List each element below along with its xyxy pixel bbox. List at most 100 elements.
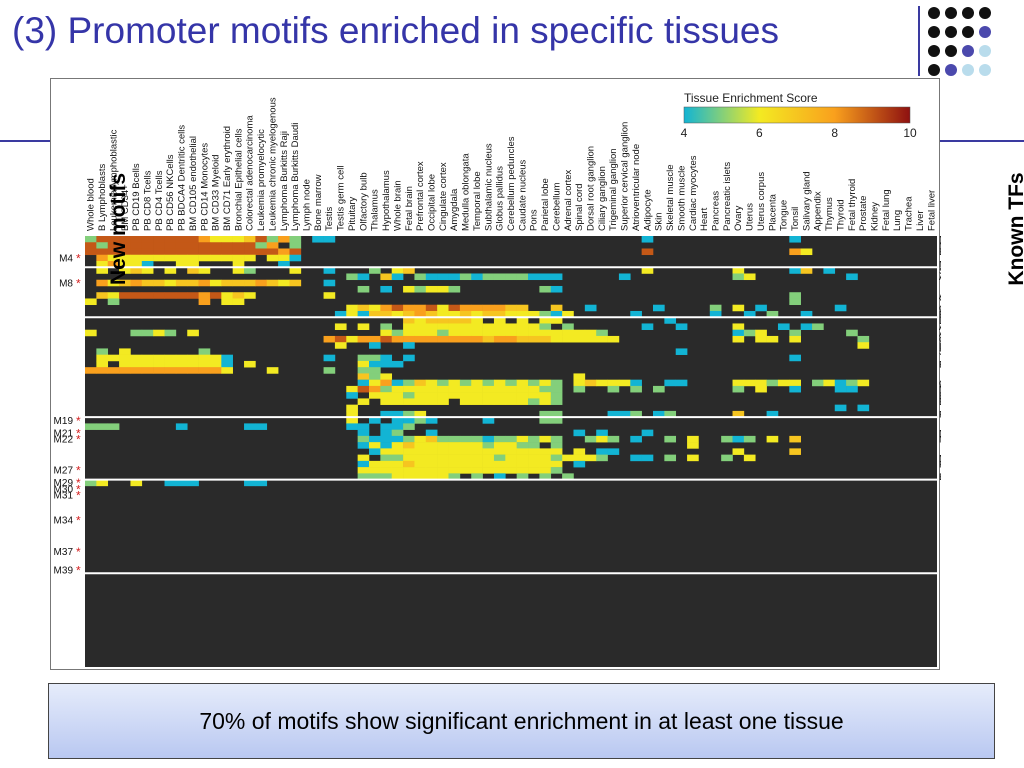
tissue-label: Thyroid [835, 199, 846, 231]
heatmap-cell [539, 329, 552, 337]
heatmap-cell [164, 360, 177, 368]
heatmap-cell [755, 329, 767, 337]
heatmap-cell [573, 335, 586, 343]
heatmap-cell [403, 385, 415, 393]
known-tf-label: MAZ [939, 385, 941, 396]
heatmap-cell [539, 467, 552, 474]
heatmap-cell [437, 379, 449, 387]
heatmap-cell [743, 273, 756, 281]
tissue-label: Dorsal root ganglion [586, 146, 597, 231]
tissue-label: Uterus [745, 203, 756, 231]
heatmap-cell [391, 429, 404, 437]
tissue-label: Ovary [733, 205, 744, 231]
heatmap-cell [721, 435, 733, 443]
heatmap-cell [141, 292, 154, 299]
heatmap-cell [232, 298, 245, 306]
heatmap-cell [471, 385, 483, 393]
heatmap-cell [653, 385, 665, 393]
title-divider-vertical [918, 6, 920, 76]
heatmap-cell [209, 360, 222, 368]
known-tf-label: E4F1 [939, 360, 941, 371]
heatmap-cell [141, 260, 154, 268]
heatmap-cell [448, 460, 461, 468]
heatmap-cell [164, 329, 177, 337]
heatmap-cell [493, 467, 506, 474]
heatmap-cell [119, 248, 131, 256]
heatmap-cell [505, 392, 517, 399]
heatmap-cell [119, 254, 131, 262]
heatmap-cell [403, 410, 415, 418]
heatmap-cell [85, 479, 97, 487]
heatmap-cell [175, 260, 188, 268]
heatmap-cell [550, 448, 563, 455]
dot [928, 64, 940, 76]
heatmap-cell [539, 317, 552, 324]
heatmap-cell [425, 379, 438, 387]
tissue-label: Pons [529, 209, 540, 231]
heatmap-cell [289, 267, 302, 274]
heatmap-cell [96, 348, 109, 355]
heatmap-cell [505, 329, 517, 337]
heatmap-cell [357, 373, 370, 380]
heatmap-cell [130, 254, 143, 262]
heatmap-cell [107, 279, 120, 287]
heatmap-cell [630, 454, 642, 462]
heatmap-cell [528, 398, 540, 405]
tissue-label: Olfactory bulb [358, 172, 369, 231]
heatmap-cell [539, 417, 552, 424]
heatmap-cell [209, 242, 222, 249]
heatmap-cell [425, 467, 438, 474]
heatmap-cell [141, 254, 154, 262]
heatmap-cell [493, 442, 506, 449]
heatmap-cell [414, 410, 427, 418]
heatmap-cell [528, 454, 540, 462]
heatmap-cell [539, 273, 552, 281]
heatmap-cell [414, 379, 427, 387]
heatmap-cell [380, 392, 393, 399]
heatmap-cell [266, 367, 279, 374]
known-tf-label: AT F3 [939, 322, 941, 333]
heatmap-cell [755, 335, 767, 343]
heatmap-cell [175, 236, 188, 243]
caption-box: 70% of motifs show significant enrichmen… [48, 683, 995, 759]
heatmap-cell [493, 329, 506, 337]
heatmap-cell [85, 423, 97, 430]
heatmap-cell [96, 254, 109, 262]
heatmap-cell [709, 304, 722, 312]
heatmap-cell [425, 317, 438, 324]
heatmap-cell [800, 267, 813, 274]
heatmap-cell [550, 379, 563, 387]
heatmap-cell [789, 248, 801, 256]
heatmap-cell [425, 329, 438, 337]
heatmap-cell [232, 236, 245, 243]
new-motif-label: M31 [54, 491, 74, 502]
heatmap-cell [800, 248, 813, 256]
heatmap-cell [221, 242, 233, 249]
colorbar-tick-label: 8 [831, 126, 838, 140]
heatmap-cell [403, 310, 415, 318]
heatmap-cell [505, 448, 517, 455]
heatmap-cell [153, 254, 165, 262]
heatmap-cell [800, 323, 813, 330]
heatmap-cell [403, 379, 415, 387]
heatmap-cell [187, 292, 199, 299]
heatmap-cell [221, 236, 233, 243]
heatmap-cell [789, 335, 801, 343]
tissue-label: Testis germ cell [336, 166, 347, 231]
heatmap-cell [539, 285, 552, 293]
tissue-label: Atrioventricular node [631, 144, 642, 231]
heatmap-cell [380, 467, 393, 474]
heatmap-cell [573, 329, 586, 337]
heatmap-cell [391, 435, 404, 443]
heatmap-cell [175, 279, 188, 287]
heatmap-cell [107, 254, 120, 262]
heatmap-cell [130, 242, 143, 249]
heatmap-cell [107, 292, 120, 299]
heatmap-cell [380, 310, 393, 318]
heatmap-cell [493, 335, 506, 343]
heatmap-cell [198, 348, 211, 355]
heatmap-cell [369, 304, 381, 312]
colorbar-tick-label: 4 [681, 126, 688, 140]
heatmap-cell [516, 310, 529, 318]
heatmap-cell [687, 435, 699, 443]
